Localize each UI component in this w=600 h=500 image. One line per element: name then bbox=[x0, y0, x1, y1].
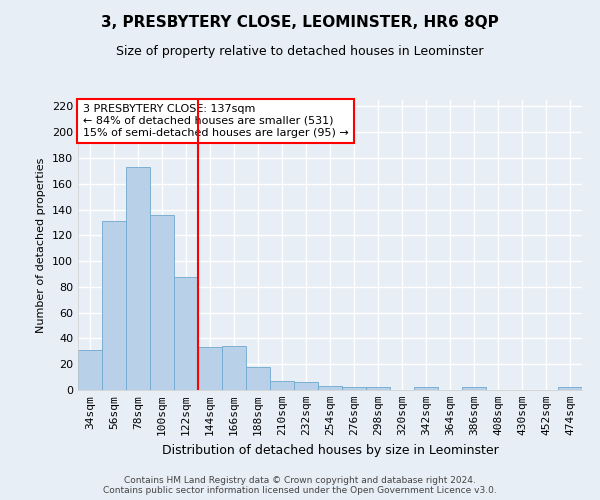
Bar bbox=[246, 367, 270, 390]
Text: 3 PRESBYTERY CLOSE: 137sqm
← 84% of detached houses are smaller (531)
15% of sem: 3 PRESBYTERY CLOSE: 137sqm ← 84% of deta… bbox=[83, 104, 349, 138]
Bar bbox=[558, 388, 582, 390]
Bar bbox=[342, 388, 366, 390]
X-axis label: Distribution of detached houses by size in Leominster: Distribution of detached houses by size … bbox=[161, 444, 499, 456]
Y-axis label: Number of detached properties: Number of detached properties bbox=[37, 158, 46, 332]
Bar bbox=[126, 167, 150, 390]
Bar bbox=[318, 386, 342, 390]
Text: Contains HM Land Registry data © Crown copyright and database right 2024.
Contai: Contains HM Land Registry data © Crown c… bbox=[103, 476, 497, 495]
Bar bbox=[198, 348, 222, 390]
Bar bbox=[222, 346, 246, 390]
Bar bbox=[462, 388, 486, 390]
Bar bbox=[150, 214, 174, 390]
Bar bbox=[414, 388, 438, 390]
Text: Size of property relative to detached houses in Leominster: Size of property relative to detached ho… bbox=[116, 45, 484, 58]
Text: 3, PRESBYTERY CLOSE, LEOMINSTER, HR6 8QP: 3, PRESBYTERY CLOSE, LEOMINSTER, HR6 8QP bbox=[101, 15, 499, 30]
Bar bbox=[270, 381, 294, 390]
Bar bbox=[78, 350, 102, 390]
Bar bbox=[294, 382, 318, 390]
Bar bbox=[102, 221, 126, 390]
Bar bbox=[174, 276, 198, 390]
Bar bbox=[366, 388, 390, 390]
